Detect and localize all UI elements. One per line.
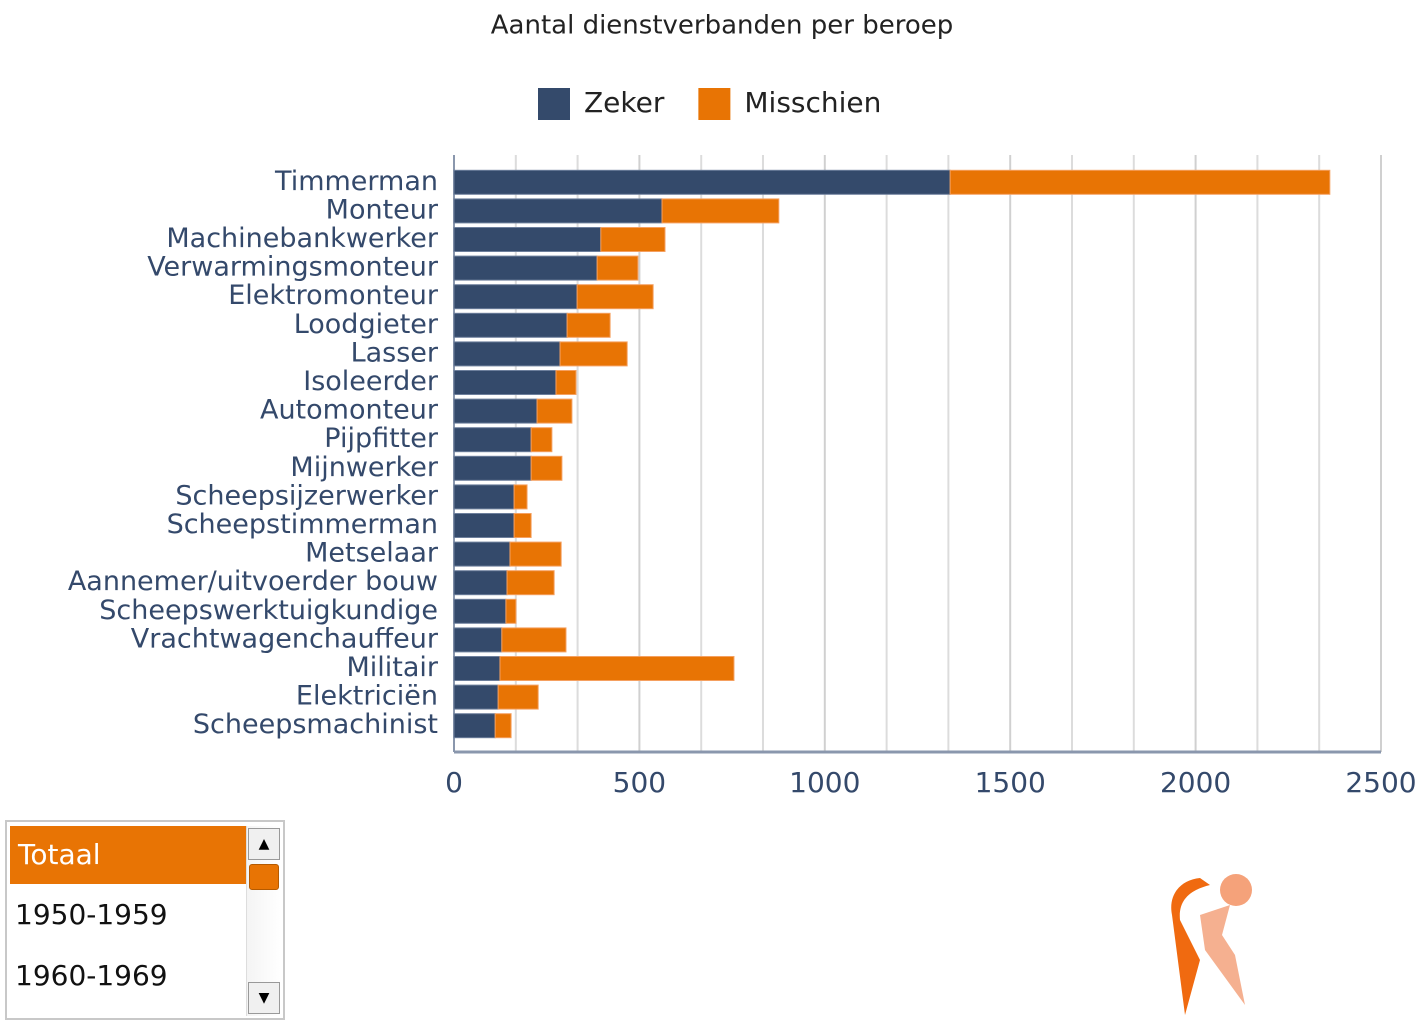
y-tick-label: Elektromonteur	[228, 280, 439, 311]
bar-segment	[555, 370, 577, 395]
bar-segment	[453, 198, 663, 224]
y-tick-label: Metselaar	[305, 538, 439, 569]
bar-segment	[453, 713, 496, 739]
bar-segment	[949, 169, 1331, 195]
y-tick-label: Mijnwerker	[290, 452, 438, 483]
bar-segment	[453, 484, 515, 510]
bar-segment	[497, 684, 539, 710]
bar-segment	[453, 513, 515, 538]
bar-segment	[499, 656, 735, 681]
bar-segment	[576, 284, 654, 310]
y-tick-label: Lasser	[351, 337, 439, 368]
bar-segment	[566, 312, 611, 338]
bar-segment	[453, 341, 561, 367]
bar-segment	[453, 455, 532, 481]
logo	[1171, 874, 1252, 1015]
y-tick-label: Machinebankwerker	[166, 223, 439, 254]
bar-segment	[453, 427, 532, 453]
y-tick-label: Elektriciën	[296, 681, 438, 712]
scrollbar[interactable]: ▲ ▼	[246, 826, 281, 1016]
y-tick-label: Militair	[346, 652, 438, 683]
scroll-up[interactable]: ▲	[248, 828, 280, 860]
scroll-thumb[interactable]	[249, 864, 279, 890]
y-tick-label: Scheepswerktuigkundige	[99, 595, 438, 626]
y-tick-label: Aannemer/uitvoerder bouw	[68, 566, 438, 597]
bar-segment	[453, 169, 951, 195]
chart-title: Aantal dienstverbanden per beroep	[491, 11, 953, 41]
legend-swatch	[538, 88, 570, 120]
list-option[interactable]: 1960-1969	[15, 959, 168, 992]
bar-segment	[501, 627, 567, 653]
legend-label: Misschien	[744, 86, 881, 119]
y-tick-label: Automonteur	[260, 395, 439, 426]
period-listbox[interactable]: ▲ ▼ Totaal 1950-1959 1960-1969	[5, 820, 285, 1020]
scroll-down[interactable]: ▼	[248, 982, 280, 1014]
y-tick-label: Verwarmingsmonteur	[147, 252, 439, 283]
bar-segment	[530, 427, 553, 453]
bar-segment	[453, 284, 578, 310]
legend-swatch	[698, 88, 731, 120]
x-tick-label: 2500	[1345, 766, 1416, 799]
x-tick-label: 500	[613, 766, 666, 799]
bar-segment	[661, 198, 780, 224]
bar-segment	[596, 255, 639, 281]
x-tick-label: 0	[445, 766, 463, 799]
bar-segment	[513, 484, 528, 510]
bar-segment	[494, 713, 512, 739]
y-tick-label: Pijpfitter	[324, 423, 439, 454]
bar-segment	[453, 656, 501, 681]
bar-segment	[453, 398, 538, 424]
bar-segment	[536, 398, 573, 424]
legend-label: Zeker	[584, 86, 665, 119]
bar-segment	[600, 227, 666, 252]
y-tick-label: Scheepsijzerwerker	[175, 480, 438, 511]
bar-segment	[453, 312, 568, 338]
x-tick-label: 1500	[975, 766, 1046, 799]
bar-segment	[453, 255, 598, 281]
list-option[interactable]: 1950-1959	[15, 898, 168, 931]
x-tick-label: 1000	[789, 766, 860, 799]
bar-segment	[530, 455, 563, 481]
bar-segment	[505, 598, 517, 624]
bar-segment	[453, 684, 499, 710]
bar-segment	[453, 227, 602, 252]
list-option[interactable]: Totaal	[10, 826, 248, 884]
y-tick-label: Isoleerder	[303, 366, 439, 397]
bar-segment	[453, 598, 507, 624]
y-tick-label: Vrachtwagenchauffeur	[131, 623, 439, 654]
bar-segment	[513, 513, 532, 538]
bar-segment	[509, 541, 562, 567]
bar-segment	[453, 627, 503, 653]
x-tick-label: 2000	[1160, 766, 1231, 799]
bar-segment	[453, 541, 511, 567]
y-tick-label: Scheepsmachinist	[193, 709, 438, 740]
bar-segment	[559, 341, 628, 367]
bar-segment	[453, 570, 508, 596]
y-tick-label: Monteur	[326, 194, 439, 225]
bar-segment	[506, 570, 555, 596]
bar-segment	[453, 370, 557, 395]
y-tick-label: Timmerman	[274, 166, 438, 197]
y-tick-label: Scheepstimmerman	[167, 509, 438, 540]
y-tick-label: Loodgieter	[294, 309, 439, 340]
